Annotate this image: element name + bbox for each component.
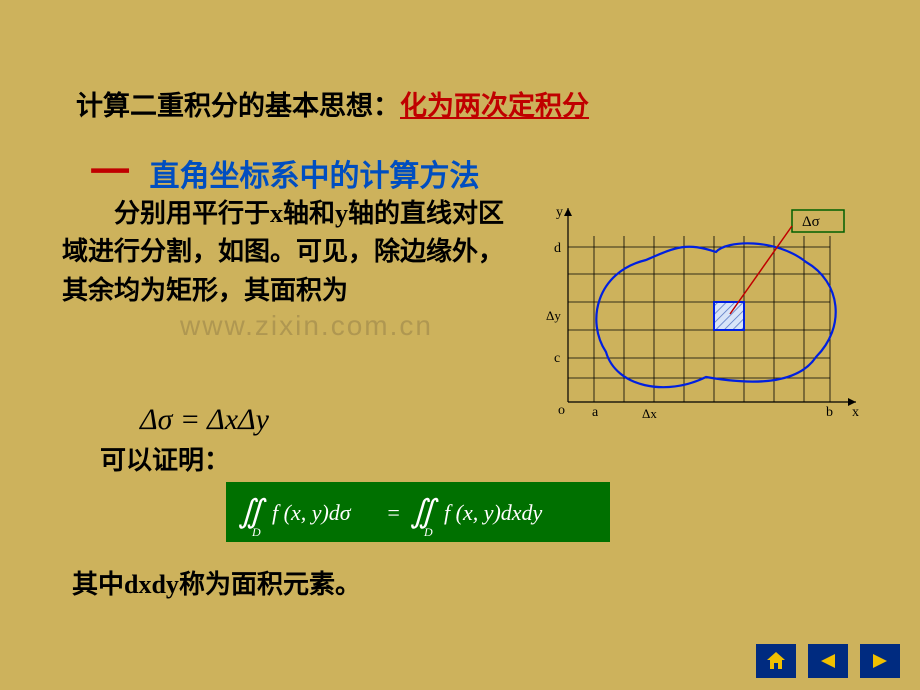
svg-text:d: d [554,241,561,256]
formula-double-integral: ∬ D f (x, y)dσ = ∬ D f (x, y)dxdy [226,482,610,542]
svg-text:x: x [852,405,859,420]
svg-text:c: c [554,351,560,366]
formula-delta-sigma: Δσ = ΔxΔy [140,403,269,437]
home-icon [765,650,787,672]
body-paragraph: 分别用平行于x轴和y轴的直线对区域进行分割，如图。可见，除边缘外，其余均为矩形，… [62,195,522,310]
section-text: 直角坐标系中的计算方法 [150,160,480,193]
arrow-left-icon [817,650,839,672]
home-button[interactable] [756,644,796,678]
next-button[interactable] [860,644,900,678]
title-prefix: 计算二重积分的基本思想： [76,91,400,121]
watermark: www.zixin.com.cn [180,310,433,342]
page-title: 计算二重积分的基本思想：化为两次定积分 [76,84,589,123]
title-highlight: 化为两次定积分 [400,91,589,121]
svg-text:=: = [386,500,401,525]
svg-text:y: y [556,205,563,220]
section-number: 一 [90,150,142,195]
svg-text:D: D [423,525,433,539]
svg-text:f (x, y)dxdy: f (x, y)dxdy [444,500,543,525]
conclusion-text: 其中dxdy称为面积元素。 [72,564,361,601]
svg-text:Δy: Δy [546,308,561,323]
svg-text:∬: ∬ [238,493,267,529]
svg-text:∬: ∬ [410,493,439,529]
svg-text:b: b [826,405,833,420]
svg-text:Δx: Δx [642,406,657,421]
region-diagram: Δσ o a b x c d y Δy Δx [546,202,866,434]
svg-text:o: o [558,403,565,418]
arrow-right-icon [869,650,891,672]
nav-bar [756,644,900,678]
svg-text:a: a [592,405,599,420]
svg-text:f (x, y)dσ: f (x, y)dσ [272,500,352,525]
proof-text: 可以证明： [100,440,230,477]
section-heading: 一 直角坐标系中的计算方法 [90,140,480,198]
svg-text:D: D [251,525,261,539]
svg-text:Δσ: Δσ [802,214,820,230]
prev-button[interactable] [808,644,848,678]
